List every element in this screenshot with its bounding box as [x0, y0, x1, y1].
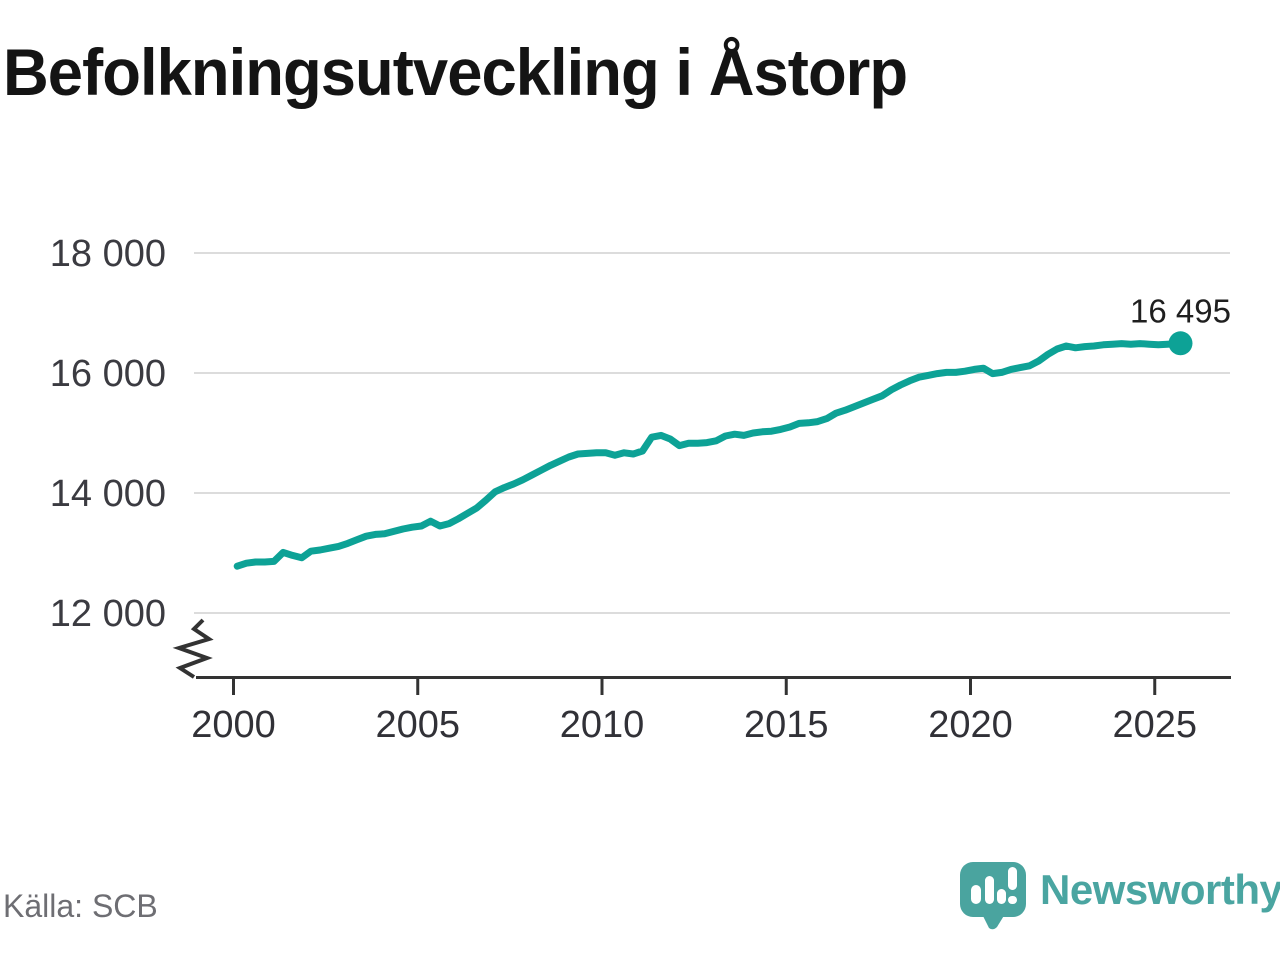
y-tick-label: 14 000 [50, 473, 166, 515]
x-tick-label: 2000 [191, 704, 276, 746]
newsworthy-wordmark: Newsworthy [1040, 866, 1280, 913]
population-line [233, 339, 1184, 570]
newsworthy-logo: Newsworthy [958, 858, 1280, 932]
x-tick-label: 2020 [928, 704, 1013, 746]
x-tick-label: 2025 [1112, 704, 1197, 746]
gridlines [194, 252, 1230, 614]
x-tick-label: 2010 [560, 704, 645, 746]
x-tick-label: 2005 [375, 704, 460, 746]
end-point-dot [1168, 331, 1193, 356]
y-tick-label: 18 000 [50, 233, 166, 275]
end-value-label: 16 495 [1130, 292, 1231, 329]
y-tick-label: 12 000 [50, 593, 166, 635]
source-note: Källa: SCB [3, 888, 158, 924]
x-tick-label: 2015 [744, 704, 829, 746]
page-title: Befolkningsutveckling i Åstorp [3, 35, 908, 109]
y-axis-break-icon [172, 618, 214, 679]
y-axis-labels: 12 000 14 000 16 000 18 000 [50, 233, 166, 635]
bar-chart-exclamation-icon [971, 867, 1017, 904]
x-axis: 2000 2005 2010 2015 2020 2025 [191, 676, 1231, 746]
newsworthy-badge-icon [960, 862, 1026, 930]
y-tick-label: 16 000 [50, 353, 166, 395]
